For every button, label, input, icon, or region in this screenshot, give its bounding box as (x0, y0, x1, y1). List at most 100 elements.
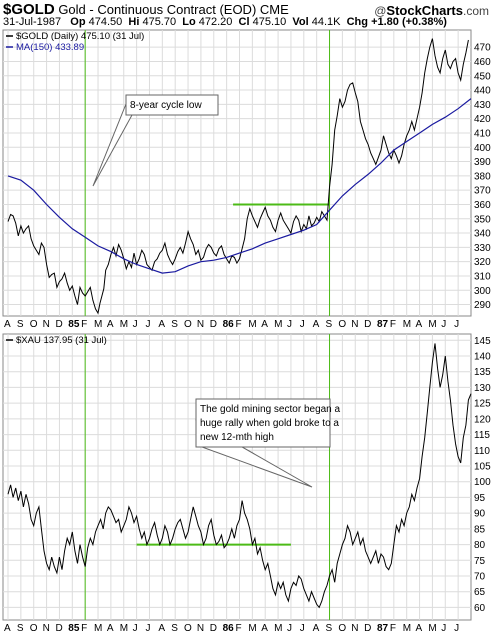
y-tick-label: 290 (474, 300, 491, 311)
vol-label: Vol (292, 16, 309, 28)
x-tick-label: F (81, 319, 87, 330)
high-label: Hi (128, 16, 140, 28)
moving-average-line (7, 98, 472, 274)
x-tick-label: A (261, 623, 268, 634)
y-tick-label: 60 (474, 603, 486, 614)
watermark-brand: StockCharts (386, 3, 463, 18)
description-label: Gold - Continuous Contract (EOD) (58, 2, 257, 17)
x-tick-label: S (17, 623, 24, 634)
x-tick-label: J (145, 319, 150, 330)
x-tick-label: M (94, 623, 102, 634)
y-tick-label: 370 (474, 186, 491, 197)
x-tick-label: A (158, 319, 165, 330)
y-tick-label: 105 (474, 462, 491, 473)
y-tick-label: 310 (474, 271, 491, 282)
callout-text: new 12-mth high (200, 432, 274, 443)
x-tick-label: N (351, 623, 358, 634)
y-tick-label: 140 (474, 352, 491, 363)
x-tick-label: O (338, 623, 346, 634)
y-tick-label: 120 (474, 414, 491, 425)
x-tick-label: S (171, 623, 178, 634)
x-tick-label: J (454, 319, 459, 330)
x-tick-label: M (248, 319, 256, 330)
x-tick-label: D (210, 319, 217, 330)
x-tick-label: A (107, 319, 114, 330)
y-tick-label: 410 (474, 128, 491, 139)
x-tick-label: D (55, 319, 62, 330)
y-tick-label: 65 (474, 587, 486, 598)
x-tick-label: F (236, 623, 242, 634)
y-tick-label: 300 (474, 286, 491, 297)
y-tick-label: 430 (474, 100, 491, 111)
x-tick-label: 85 (68, 319, 80, 330)
legend-entry: MA(150) 433.89 (16, 42, 84, 53)
x-tick-label: A (313, 623, 320, 634)
y-tick-label: 390 (474, 157, 491, 168)
x-tick-label: J (133, 623, 138, 634)
x-tick-label: A (4, 319, 11, 330)
x-tick-label: M (403, 623, 411, 634)
x-tick-label: A (313, 319, 320, 330)
x-tick-label: J (287, 623, 292, 634)
x-tick-label: M (274, 623, 282, 634)
y-tick-label: 420 (474, 114, 491, 125)
x-tick-label: 87 (377, 623, 389, 634)
y-tick-label: 330 (474, 243, 491, 254)
exchange-label: CME (259, 2, 289, 17)
x-tick-label: J (441, 623, 446, 634)
x-tick-label: M (274, 319, 282, 330)
x-tick-label: F (81, 623, 87, 634)
high-value: 475.70 (142, 16, 177, 28)
plot-frame (2, 333, 472, 621)
x-tick-label: D (210, 623, 217, 634)
x-tick-label: A (4, 623, 11, 634)
y-tick-label: 130 (474, 383, 491, 394)
x-tick-label: M (403, 319, 411, 330)
watermark-suffix: .com (462, 4, 489, 18)
y-tick-label: 450 (474, 71, 491, 82)
x-tick-label: S (17, 319, 24, 330)
y-tick-label: 80 (474, 540, 486, 551)
legend-entry: $GOLD (Daily) 475.10 (31 Jul) (16, 31, 144, 42)
quote-bar: 31-Jul-1987 Op 474.50 Hi 475.70 Lo 472.2… (3, 16, 447, 28)
y-tick-label: 145 (474, 336, 491, 347)
y-tick-label: 85 (474, 524, 486, 535)
y-tick-label: 135 (474, 367, 491, 378)
x-tick-label: S (326, 623, 333, 634)
close-value: 475.10 (252, 16, 287, 28)
x-tick-label: O (184, 319, 192, 330)
x-tick-label: A (158, 623, 165, 634)
x-tick-label: S (171, 319, 178, 330)
x-tick-label: J (454, 623, 459, 634)
x-tick-label: J (287, 319, 292, 330)
chart-header-title: $GOLD Gold - Continuous Contract (EOD) C… (3, 1, 289, 18)
symbol-label: $GOLD (3, 1, 55, 18)
legend-entry: $XAU 137.95 (31 Jul) (16, 335, 107, 346)
x-tick-label: N (351, 319, 358, 330)
callout-box (195, 398, 331, 448)
y-tick-label: 95 (474, 493, 486, 504)
x-tick-label: D (55, 623, 62, 634)
chg-label: Chg (346, 16, 368, 28)
x-tick-label: J (145, 623, 150, 634)
x-tick-label: S (326, 319, 333, 330)
y-tick-label: 400 (474, 143, 491, 154)
y-tick-label: 320 (474, 257, 491, 268)
x-tick-label: O (184, 623, 192, 634)
vol-value: 44.1K (311, 16, 341, 28)
chart-panel-2: 60 65 70 75 80 85 90 95 100 105 110 115 120 125 130 135… (2, 333, 491, 634)
y-tick-label: 340 (474, 229, 491, 240)
y-tick-label: 350 (474, 214, 491, 225)
x-tick-label: M (428, 319, 436, 330)
x-tick-label: F (390, 623, 396, 634)
y-tick-label: 110 (474, 446, 490, 457)
low-label: Lo (182, 16, 196, 28)
x-tick-label: J (300, 623, 305, 634)
price-series-line (7, 38, 469, 315)
x-tick-label: O (30, 319, 38, 330)
y-tick-label: 115 (474, 430, 490, 441)
x-tick-label: N (197, 319, 204, 330)
x-tick-label: O (30, 623, 38, 634)
x-tick-label: 86 (223, 623, 235, 634)
